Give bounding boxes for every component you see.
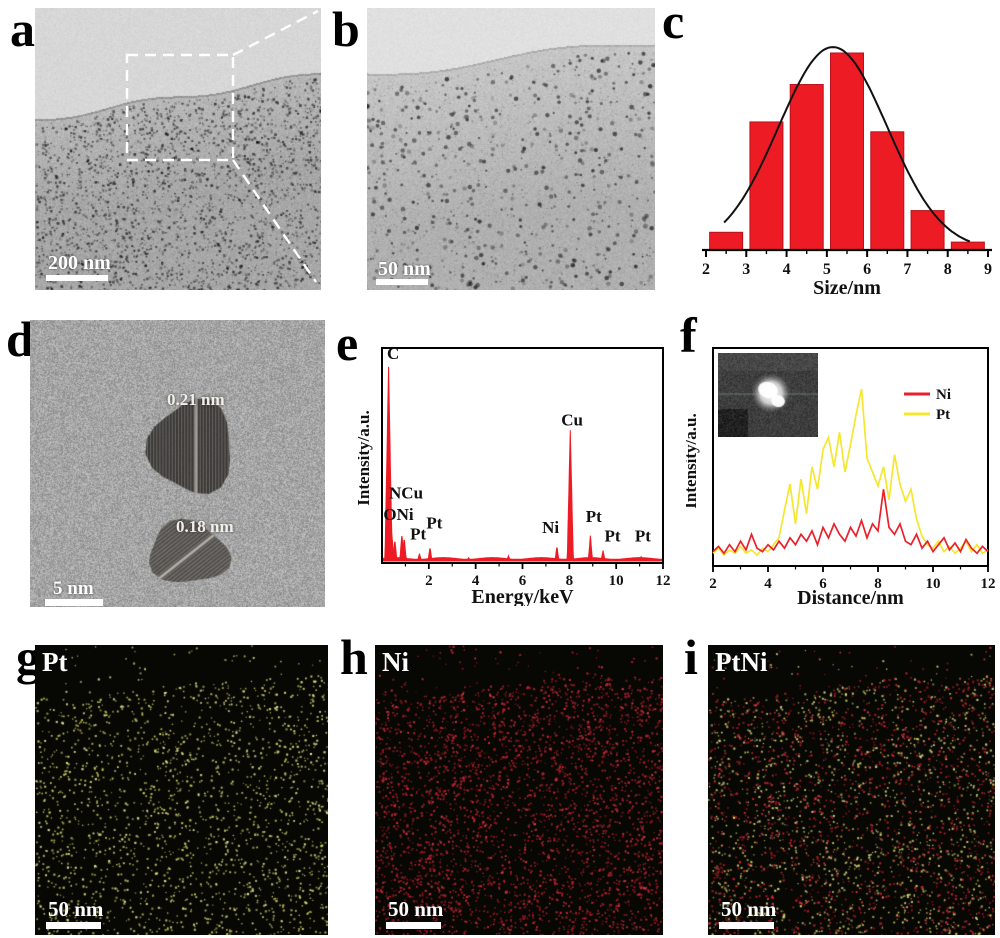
scale-bar-b — [376, 279, 428, 285]
scale-bar-d — [45, 599, 103, 606]
panel-letter-a: a — [10, 1, 35, 57]
panel-letter-e: e — [336, 315, 359, 371]
element-label-ni: Ni — [382, 647, 409, 677]
scale-bar-i — [719, 922, 774, 929]
svg-text:3: 3 — [742, 261, 750, 278]
svg-text:Ni: Ni — [936, 387, 951, 403]
svg-text:Energy/keV: Energy/keV — [471, 586, 574, 606]
panel-letter-i: i — [684, 629, 698, 685]
svg-text:Pt: Pt — [936, 407, 950, 423]
zoom-region-box — [125, 9, 319, 283]
svg-text:4: 4 — [783, 261, 791, 278]
svg-text:2: 2 — [709, 576, 717, 592]
panel-letter-c: c — [662, 0, 685, 49]
svg-text:5: 5 — [823, 261, 831, 278]
panel-letter-d: d — [6, 311, 34, 367]
scale-bar-label-i: 50 nm — [721, 897, 777, 921]
lattice-spacing-annotation-2: 0.18 nm — [176, 517, 234, 536]
svg-text:10: 10 — [609, 573, 624, 589]
eds-map-ptni: PtNi 50 nm — [708, 645, 995, 935]
tem-canvas-a — [35, 8, 321, 290]
eds-map-ni: Ni 50 nm — [375, 645, 663, 935]
scale-bar-label-g: 50 nm — [48, 897, 104, 921]
svg-text:7: 7 — [903, 261, 911, 278]
svg-text:Intensity/a.u.: Intensity/a.u. — [686, 413, 700, 508]
svg-text:Pt: Pt — [586, 507, 602, 526]
svg-text:2: 2 — [425, 573, 433, 589]
scale-bar-label-a: 200 nm — [48, 252, 111, 274]
svg-text:4: 4 — [472, 573, 480, 589]
svg-text:Pt: Pt — [410, 524, 426, 543]
hrtem-canvas-d — [30, 320, 325, 607]
tem-image-a: 200 nm — [35, 8, 321, 290]
scale-bar-g — [46, 922, 101, 929]
svg-text:12: 12 — [981, 576, 996, 592]
eds-spectrum-chart: 2 4 6 8 10 12Energy/keVIntensity/a.u.CNCuONiP… — [358, 344, 671, 606]
line-scan-chart: 2 4 6 8 10 12 Distance/nm Intensity/a.u. Ni Pt — [686, 347, 996, 606]
svg-text:Pt: Pt — [426, 514, 442, 533]
svg-text:8: 8 — [944, 261, 952, 278]
svg-text:Pt: Pt — [635, 527, 651, 546]
scale-bar-label-h: 50 nm — [388, 897, 444, 921]
svg-text:Pt: Pt — [605, 527, 621, 546]
element-label-pt: Pt — [42, 647, 68, 677]
svg-text:12: 12 — [656, 573, 671, 589]
histogram-chart: 2 3 4 5 6 7 8 9 Size/nm — [702, 46, 992, 299]
scale-bar-label-d: 5 nm — [53, 578, 94, 599]
svg-text:6: 6 — [519, 573, 527, 589]
tem-image-b: 50 nm — [367, 8, 655, 290]
svg-text:ONi: ONi — [383, 505, 414, 524]
eds-map-canvas-pt — [35, 645, 328, 935]
svg-text:Size/nm: Size/nm — [813, 277, 881, 299]
element-label-ptni: PtNi — [715, 647, 768, 677]
svg-text:10: 10 — [926, 576, 941, 592]
lattice-spacing-annotation-1: 0.21 nm — [167, 390, 225, 409]
scale-bar-h — [386, 922, 441, 929]
svg-text:8: 8 — [874, 576, 882, 592]
svg-text:2: 2 — [702, 261, 710, 278]
panel-letter-f: f — [680, 307, 697, 363]
svg-text:9: 9 — [984, 261, 992, 278]
svg-text:6: 6 — [819, 576, 827, 592]
panel-letter-b: b — [332, 1, 360, 57]
stem-inset-image — [718, 353, 818, 437]
hrtem-image-d: 0.21 nm 0.18 nm 5 nm — [30, 320, 325, 607]
svg-text:NCu: NCu — [389, 484, 423, 503]
eds-map-canvas-ni — [375, 645, 663, 935]
scale-bar-label-b: 50 nm — [378, 258, 431, 280]
svg-text:6: 6 — [863, 261, 871, 278]
scale-bar-a — [46, 275, 108, 281]
svg-text:4: 4 — [764, 576, 772, 592]
stem-inset-canvas — [718, 353, 818, 437]
svg-text:8: 8 — [566, 573, 574, 589]
svg-text:Cu: Cu — [561, 410, 583, 429]
eds-map-pt: Pt 50 nm — [35, 645, 328, 935]
tem-canvas-b — [367, 8, 655, 290]
svg-text:C: C — [387, 344, 399, 363]
svg-text:Distance/nm: Distance/nm — [797, 587, 904, 606]
eds-map-canvas-ptni — [708, 645, 995, 935]
panel-letter-h: h — [340, 629, 368, 685]
svg-text:Intensity/a.u.: Intensity/a.u. — [358, 410, 373, 505]
svg-text:Ni: Ni — [542, 518, 559, 537]
